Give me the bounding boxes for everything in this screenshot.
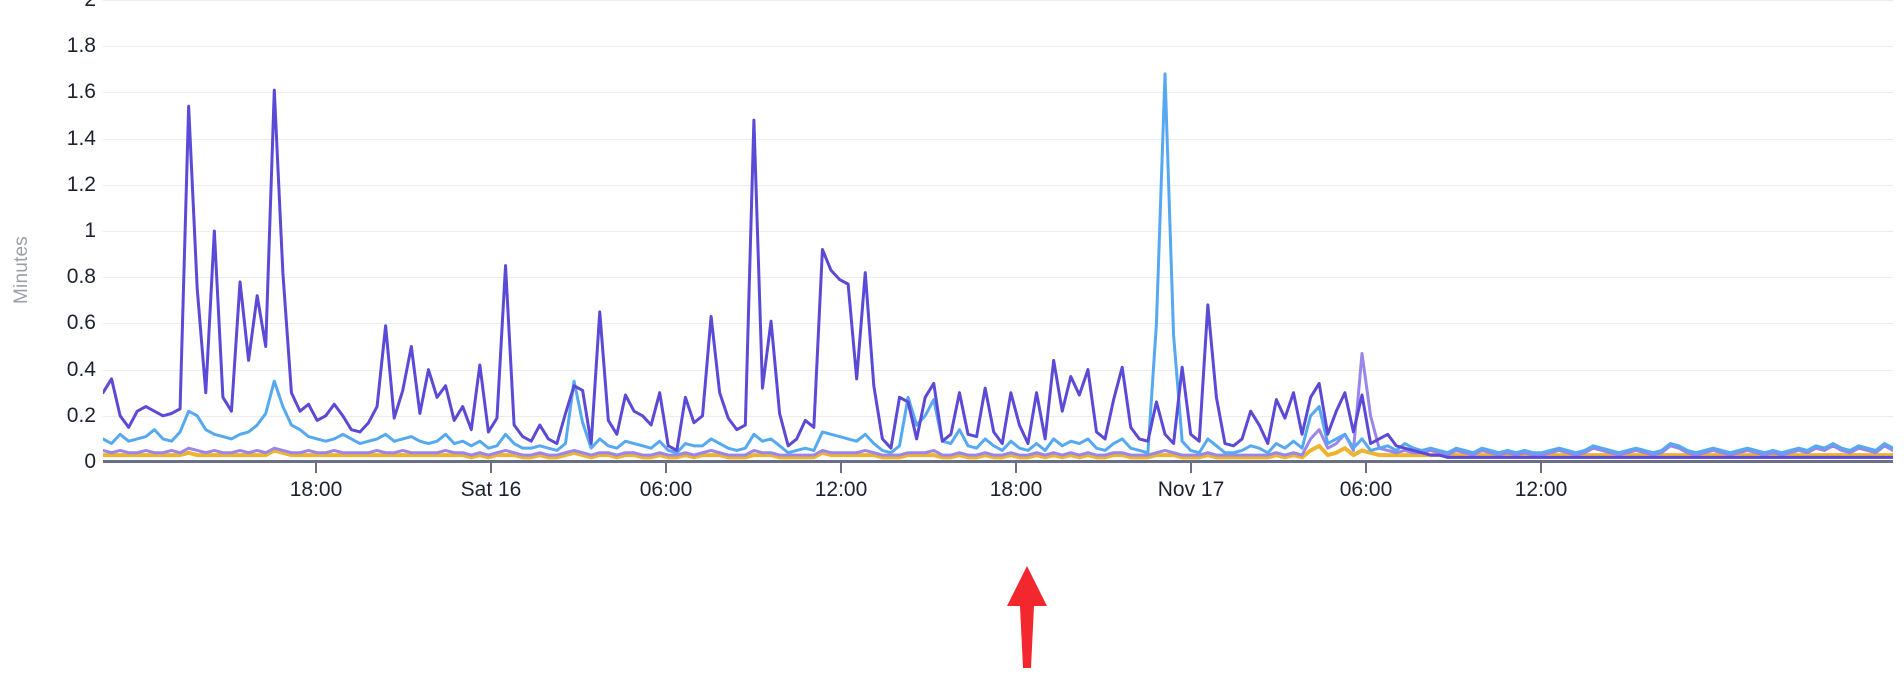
y-tick-label: 1.2 (66, 172, 96, 196)
y-tick-label: 1.4 (66, 126, 96, 150)
x-tick-mark (840, 462, 842, 473)
x-tick-mark (665, 462, 667, 473)
x-tick-label: 06:00 (639, 478, 693, 501)
x-tick-label: Nov 17 (1157, 478, 1225, 501)
y-axis-tick-labels: 0 0.2 0.4 0.6 0.8 1 1.2 1.4 1.6 1.8 2 (40, 0, 96, 473)
y-tick-label: 0 (84, 450, 96, 473)
x-tick-label: 12:00 (814, 478, 868, 501)
gridline (103, 369, 1893, 371)
x-tick-mark (1015, 462, 1017, 473)
gridline (103, 323, 1893, 325)
y-tick-label: 0.4 (66, 357, 96, 381)
series-lines (103, 0, 1893, 462)
x-tick-label: 18:00 (289, 478, 343, 501)
y-tick-label: 0.2 (66, 403, 96, 427)
x-axis-line (103, 460, 1893, 463)
x-tick-mark (1540, 462, 1542, 473)
plot-area (103, 0, 1893, 462)
y-axis-title: Minutes (11, 236, 32, 304)
gridline (103, 0, 1893, 1)
x-tick-mark (490, 462, 492, 473)
y-tick-label: 0.8 (66, 265, 96, 289)
x-tick-label: 12:00 (1514, 478, 1568, 501)
red-up-arrow-annotation-icon (1007, 566, 1047, 668)
x-tick-label: 06:00 (1339, 478, 1393, 501)
gridline (103, 138, 1893, 140)
series-line-violet (103, 353, 1893, 455)
y-tick-label: 2 (84, 0, 96, 12)
x-tick-label: Sat 16 (460, 478, 522, 501)
y-tick-label: 1.8 (66, 34, 96, 58)
series-line-lightblue (103, 74, 1893, 453)
gridlines (103, 0, 1893, 462)
gridline (103, 92, 1893, 94)
gridline (103, 184, 1893, 186)
x-tick-mark (315, 462, 317, 473)
x-tick-mark (1190, 462, 1192, 473)
series-line-indigo (103, 90, 1893, 457)
y-tick-label: 0.6 (66, 311, 96, 335)
y-tick-label: 1 (84, 219, 96, 242)
gridline (103, 277, 1893, 279)
gridline (103, 415, 1893, 417)
gridline (103, 46, 1893, 48)
series-line-orange (103, 446, 1893, 458)
gridline (103, 231, 1893, 232)
x-tick-mark (1365, 462, 1367, 473)
x-axis-tick-labels: 18:00 Sat 16 06:00 12:00 18:00 Nov 17 06:00 12:… (103, 462, 1893, 522)
y-tick-label: 1.6 (66, 80, 96, 104)
x-tick-label: 18:00 (989, 478, 1043, 501)
